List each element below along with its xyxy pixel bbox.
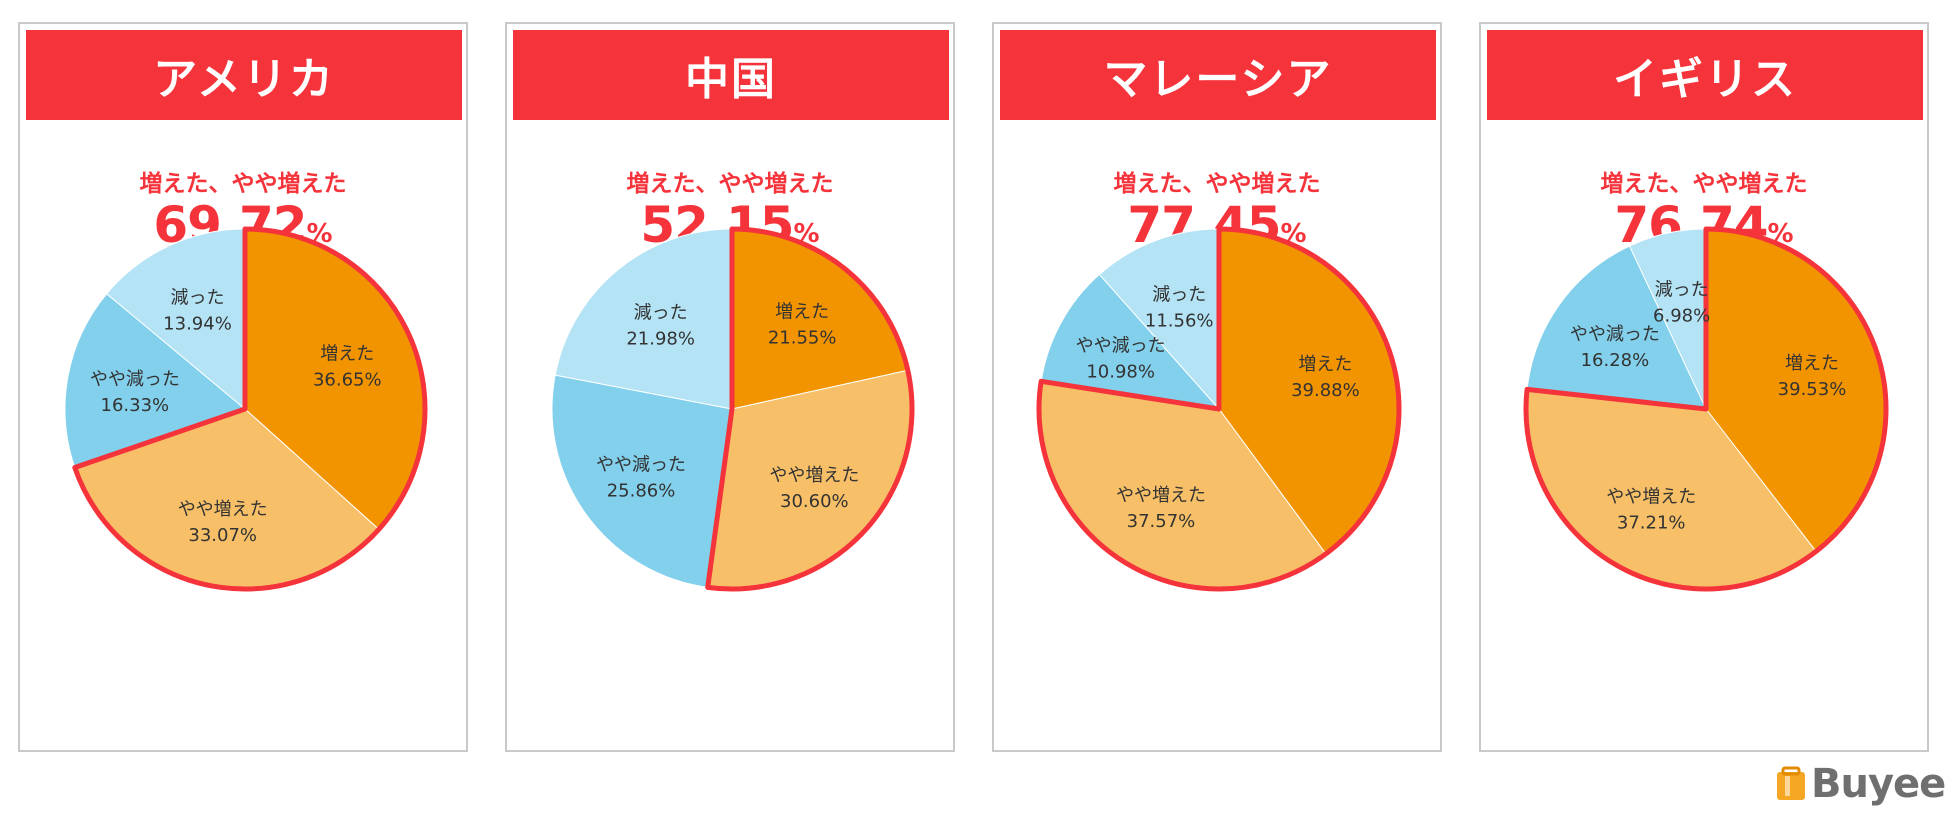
summary-label: 増えた、やや増えた — [626, 171, 834, 197]
slice-value-2: 10.98% — [1086, 361, 1155, 382]
panel-title: イギリス — [1487, 30, 1923, 120]
slice-label-1: やや増えた — [1606, 487, 1696, 508]
panel-title: アメリカ — [26, 30, 462, 120]
highlight-outline — [72, 226, 428, 592]
summary-label: 増えた、やや増えた — [1113, 171, 1321, 197]
pie-chart-uk: 増えた 39.53% やや増えた 37.21% やや減った 16.28% 減った 6.98% — [1523, 226, 1889, 592]
chart-panel-uk: イギリス 増えた、やや増えた 76.74% 増えた 39.53% やや増えた 37.2… — [1479, 22, 1929, 752]
summary-label: 増えた、やや増えた — [139, 171, 347, 197]
slice-value-2: 16.28% — [1581, 350, 1650, 371]
slice-label-0: 増えた — [775, 302, 829, 323]
slice-value-3: 21.98% — [626, 329, 695, 350]
highlight-outline — [1036, 226, 1402, 592]
pie-slice-3 — [106, 228, 246, 411]
slice-label-2: やや減った — [90, 369, 180, 390]
pie-slice-3 — [554, 228, 733, 410]
slice-label-3: 減った — [634, 303, 688, 324]
slice-value-1: 30.60% — [780, 491, 849, 512]
slice-label-1: やや増えた — [1116, 485, 1206, 506]
chart-panel-malaysia: マレーシア 増えた、やや増えた 77.45% 増えた 39.88% やや増えた 37.… — [992, 22, 1442, 752]
slice-value-3: 13.94% — [163, 314, 232, 335]
slice-value-3: 6.98% — [1653, 306, 1710, 327]
highlight-outline — [705, 226, 915, 592]
chart-panel-usa: アメリカ 増えた、やや増えた 69.72% 増えた 36.65% やや増えた 33.0… — [18, 22, 468, 752]
slice-value-0: 39.53% — [1778, 379, 1847, 400]
panel-title: 中国 — [513, 30, 949, 120]
slice-label-0: 増えた — [1785, 353, 1839, 374]
pie-slice-2 — [1526, 245, 1707, 410]
slice-value-0: 21.55% — [768, 328, 837, 349]
slice-label-1: やや増えた — [178, 499, 268, 520]
slice-label-2: やや減った — [1570, 324, 1660, 345]
chart-panel-china: 中国 増えた、やや増えた 52.15% 増えた 21.55% やや増えた 30.60%… — [505, 22, 955, 752]
slice-value-0: 39.88% — [1291, 380, 1360, 401]
slice-label-1: やや増えた — [769, 465, 859, 486]
brand-name: Buyee — [1811, 761, 1946, 807]
slice-label-2: やや減った — [1076, 335, 1166, 356]
slice-value-1: 37.57% — [1127, 511, 1196, 532]
pie-slice-2 — [1040, 273, 1221, 410]
pie-slice-3 — [1098, 228, 1220, 411]
slice-value-1: 33.07% — [188, 525, 257, 546]
slice-value-3: 11.56% — [1145, 310, 1214, 331]
highlight-outline — [1523, 226, 1889, 592]
slice-label-2: やや減った — [596, 454, 686, 475]
pie-chart-usa: 増えた 36.65% やや増えた 33.07% やや減った 16.33% 減った 13.94% — [64, 226, 428, 592]
buyee-logo: Buyee — [1775, 761, 1946, 807]
slice-value-2: 16.33% — [101, 395, 170, 416]
slice-label-0: 増えた — [320, 343, 374, 364]
shopping-bag-icon — [1775, 766, 1807, 802]
slice-value-0: 36.65% — [313, 369, 382, 390]
slice-label-0: 増えた — [1298, 354, 1352, 375]
summary-label: 増えた、やや増えた — [1600, 171, 1808, 197]
slice-value-1: 37.21% — [1617, 513, 1686, 534]
slice-label-3: 減った — [1152, 284, 1206, 305]
panel-title: マレーシア — [1000, 30, 1436, 120]
pie-slice-2 — [551, 374, 733, 588]
pie-chart-malaysia: 増えた 39.88% やや増えた 37.57% やや減った 10.98% 減った 11.56% — [1036, 226, 1402, 592]
slice-label-3: 減った — [170, 288, 224, 309]
pie-chart-china: 増えた 21.55% やや増えた 30.60% やや減った 25.86% 減った 21.98% — [551, 226, 915, 592]
slice-label-3: 減った — [1655, 280, 1709, 301]
slice-value-2: 25.86% — [607, 480, 676, 501]
